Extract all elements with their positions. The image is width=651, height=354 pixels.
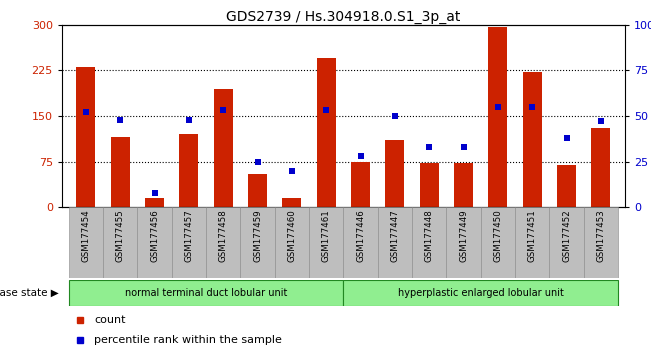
Text: disease state ▶: disease state ▶ [0,288,59,298]
Bar [385,140,404,207]
Text: GSM177460: GSM177460 [287,209,296,262]
Bar [275,207,309,278]
Text: GSM177455: GSM177455 [116,209,125,262]
Bar [240,207,275,278]
Bar [172,207,206,278]
Text: GSM177450: GSM177450 [493,209,503,262]
Bar [480,207,515,278]
Bar [344,207,378,278]
Text: GSM177453: GSM177453 [596,209,605,262]
Bar [206,207,240,278]
Text: GSM177458: GSM177458 [219,209,228,262]
Text: GSM177451: GSM177451 [528,209,537,262]
Bar [549,207,584,278]
Bar [420,163,439,207]
Text: GSM177447: GSM177447 [391,209,400,262]
Bar [351,161,370,207]
Text: hyperplastic enlarged lobular unit: hyperplastic enlarged lobular unit [398,288,564,298]
Bar [454,163,473,207]
Text: normal terminal duct lobular unit: normal terminal duct lobular unit [125,288,287,298]
Bar [515,207,549,278]
Text: GSM177448: GSM177448 [424,209,434,262]
Bar [584,207,618,278]
Text: GSM177459: GSM177459 [253,209,262,262]
Bar [344,280,618,306]
Text: GSM177454: GSM177454 [81,209,90,262]
Bar [557,165,576,207]
Bar [137,207,172,278]
Bar [523,72,542,207]
Text: GSM177456: GSM177456 [150,209,159,262]
Bar [69,207,103,278]
Bar [309,207,344,278]
Bar [214,88,232,207]
Bar [111,137,130,207]
Bar [103,207,137,278]
Text: GSM177461: GSM177461 [322,209,331,262]
Bar [145,198,164,207]
Text: count: count [94,315,126,325]
Bar [412,207,447,278]
Text: GSM177446: GSM177446 [356,209,365,262]
Bar [180,134,199,207]
Bar [317,58,336,207]
Bar [378,207,412,278]
Bar [592,128,611,207]
Bar [76,67,95,207]
Text: percentile rank within the sample: percentile rank within the sample [94,335,282,345]
Bar [248,174,267,207]
Bar [447,207,480,278]
Bar [488,27,507,207]
Bar [283,198,301,207]
Title: GDS2739 / Hs.304918.0.S1_3p_at: GDS2739 / Hs.304918.0.S1_3p_at [226,10,461,24]
Text: GSM177449: GSM177449 [459,209,468,262]
Text: GSM177452: GSM177452 [562,209,571,262]
Bar [69,280,344,306]
Text: GSM177457: GSM177457 [184,209,193,262]
